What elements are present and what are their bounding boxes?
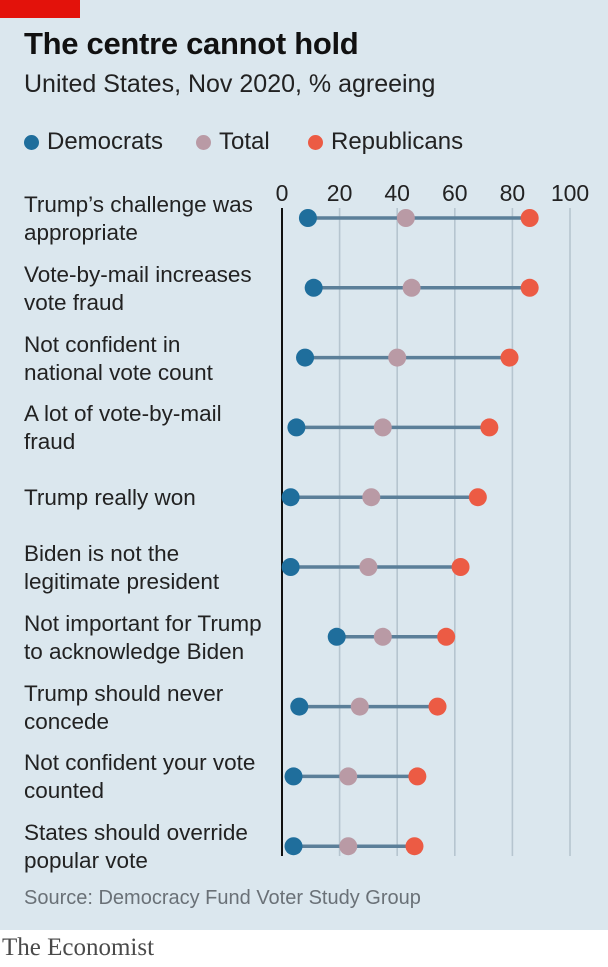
legend-item-total: Total [196, 128, 270, 156]
dot-democrats-6 [327, 627, 346, 646]
dot-democrats-9 [284, 837, 303, 856]
category-label-3: A lot of vote-by-mail fraud [24, 400, 274, 456]
dot-total-2 [388, 348, 407, 367]
source-note: Source: Democracy Fund Voter Study Group [24, 887, 421, 909]
tick-label-0: 0 [276, 180, 289, 206]
dot-republicans-3 [480, 418, 499, 437]
category-label-line: national vote count [24, 359, 213, 385]
category-label-6: Not important for Trump to acknowledge Bi… [24, 610, 274, 666]
category-label-8: Not confident your vote counted [24, 749, 274, 805]
dot-republicans-5 [451, 558, 470, 576]
category-label-line: Biden is not the [24, 541, 180, 566]
publisher-brand: The Economist [2, 934, 155, 961]
dot-democrats-0 [298, 209, 317, 227]
legend-dot-republicans [308, 134, 323, 150]
legend-dot-democrats [24, 134, 39, 150]
legend-dot-total [196, 134, 211, 150]
tick-label-60: 60 [442, 180, 468, 206]
category-label-line: legitimate president [24, 569, 220, 594]
dot-total-9 [339, 837, 358, 856]
dot-republicans-0 [520, 209, 539, 227]
chart-subtitle: United States, Nov 2020, % agreeing [24, 70, 436, 98]
brand-red-tag [0, 0, 80, 18]
legend-label-democrats: Democrats [47, 128, 164, 155]
category-label-line: fraud [24, 429, 76, 455]
dot-total-8 [339, 767, 358, 786]
dot-range-chart: 0 20 40 60 80 100 [276, 180, 589, 856]
dot-republicans-7 [428, 697, 447, 716]
category-label-line: Not confident in [24, 331, 181, 357]
dot-total-3 [373, 418, 392, 437]
tick-label-20: 20 [327, 180, 353, 206]
dot-total-4 [362, 488, 381, 507]
category-label-line: Not confident your vote [24, 750, 256, 776]
category-label-line: States should override [24, 820, 248, 846]
category-label-line: appropriate [24, 220, 138, 245]
dot-total-0 [396, 209, 415, 227]
dot-democrats-5 [281, 558, 300, 576]
dot-republicans-9 [405, 837, 424, 856]
dot-republicans-4 [468, 488, 487, 507]
dot-total-7 [350, 697, 369, 716]
dot-democrats-1 [304, 278, 323, 297]
category-label-line: concede [24, 708, 110, 734]
category-label-line: A lot of vote-by-mail [24, 401, 222, 427]
category-label-line: popular vote [24, 848, 148, 874]
legend-label-republicans: Republicans [331, 128, 464, 155]
category-label-line: to acknowledge Biden [24, 638, 245, 664]
chart-title: The centre cannot hold [24, 26, 359, 61]
category-label-line: vote fraud [24, 289, 125, 315]
tick-label-100: 100 [551, 180, 589, 206]
dot-total-1 [402, 278, 421, 297]
category-label-line: Trump really won [24, 485, 196, 511]
legend-item-democrats: Democrats [24, 128, 163, 156]
legend-label-total: Total [219, 128, 270, 155]
category-label-0: Trump’s challenge was appropriate [24, 191, 274, 247]
dot-republicans-8 [408, 767, 427, 786]
dot-republicans-1 [520, 278, 539, 297]
category-label-line: Vote-by-mail increases [24, 261, 252, 287]
tick-label-80: 80 [500, 180, 526, 206]
dot-total-6 [373, 627, 392, 646]
tick-label-40: 40 [384, 180, 410, 206]
legend: Democrats Total Republicans [24, 128, 584, 160]
dot-democrats-8 [284, 767, 303, 786]
category-label-line: Trump should never [24, 680, 224, 706]
category-label-1: Vote-by-mail increases vote fraud [24, 261, 274, 317]
dot-democrats-3 [287, 418, 306, 437]
category-label-line: Trump’s challenge was [24, 192, 253, 217]
category-label-line: counted [24, 778, 105, 804]
dot-republicans-2 [500, 348, 519, 367]
category-label-9: States should override popular vote [24, 819, 274, 875]
legend-item-republicans: Republicans [308, 128, 463, 156]
category-label-5: Biden is not the legitimate president [24, 540, 274, 596]
dot-democrats-2 [296, 348, 315, 367]
category-label-2: Not confident in national vote count [24, 331, 274, 387]
dot-democrats-7 [290, 697, 309, 716]
category-label-7: Trump should never concede [24, 680, 274, 736]
dot-total-5 [359, 558, 378, 576]
dot-democrats-4 [281, 488, 300, 507]
dot-republicans-6 [437, 627, 456, 646]
category-label-4: Trump really won [24, 484, 274, 512]
category-label-line: Not important for Trump [24, 610, 262, 636]
